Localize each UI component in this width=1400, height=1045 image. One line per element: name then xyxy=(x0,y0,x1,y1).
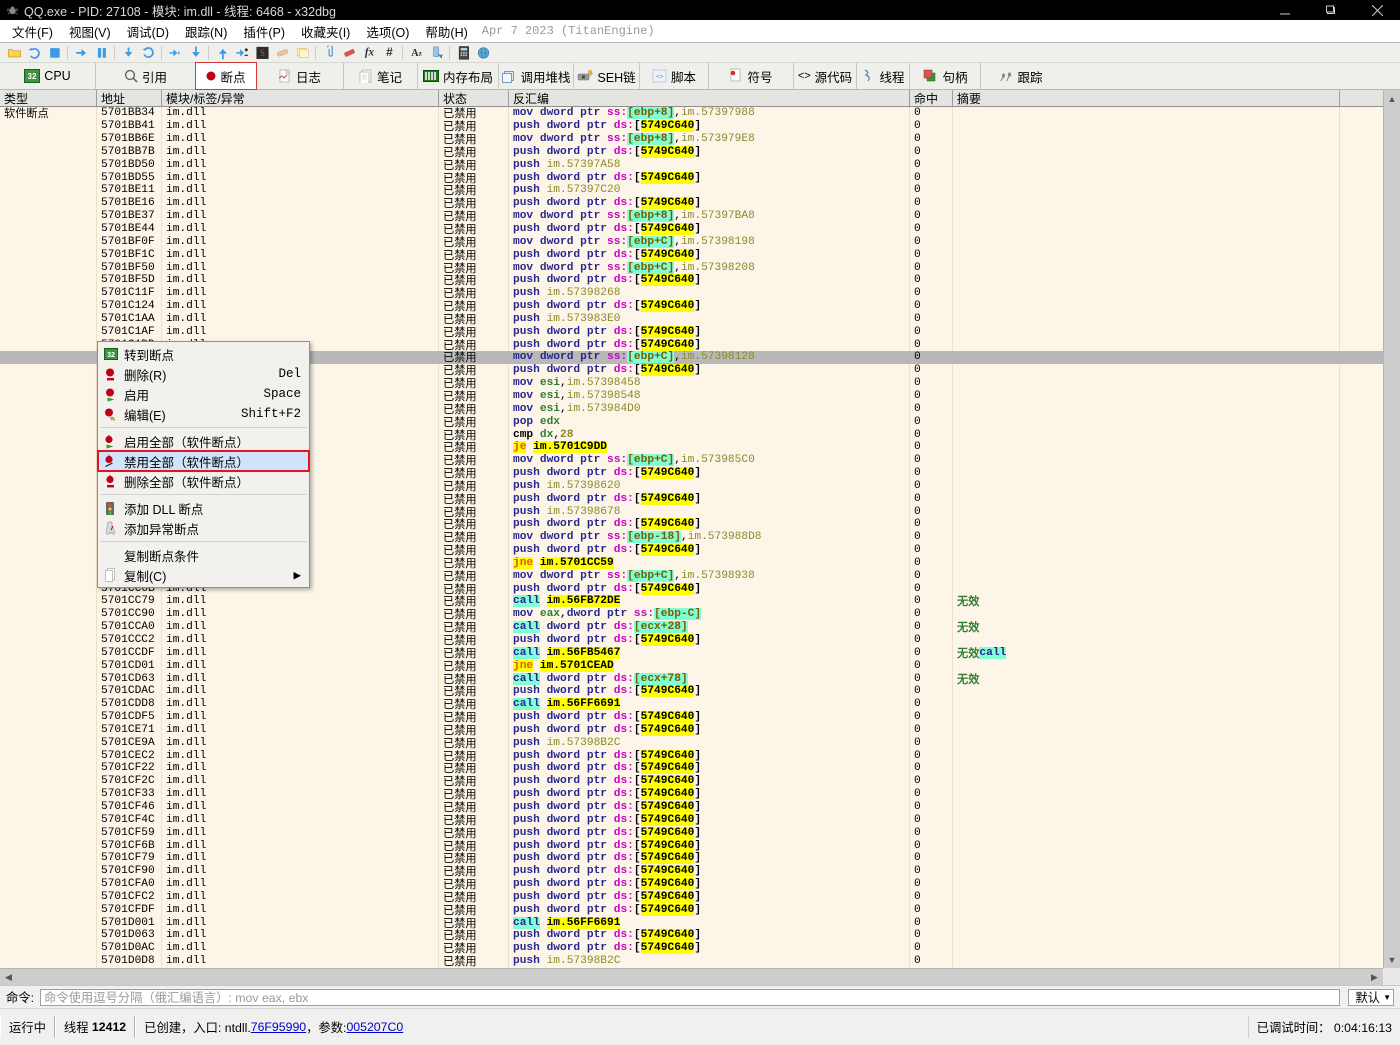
svg-text:*: * xyxy=(108,434,110,439)
svg-text:32: 32 xyxy=(107,352,115,359)
svg-text:32: 32 xyxy=(28,72,37,81)
svg-text:*: * xyxy=(108,454,110,459)
svg-text:<>: <> xyxy=(656,75,664,81)
svg-text:*: * xyxy=(109,474,111,479)
svg-text:S: S xyxy=(259,48,264,58)
